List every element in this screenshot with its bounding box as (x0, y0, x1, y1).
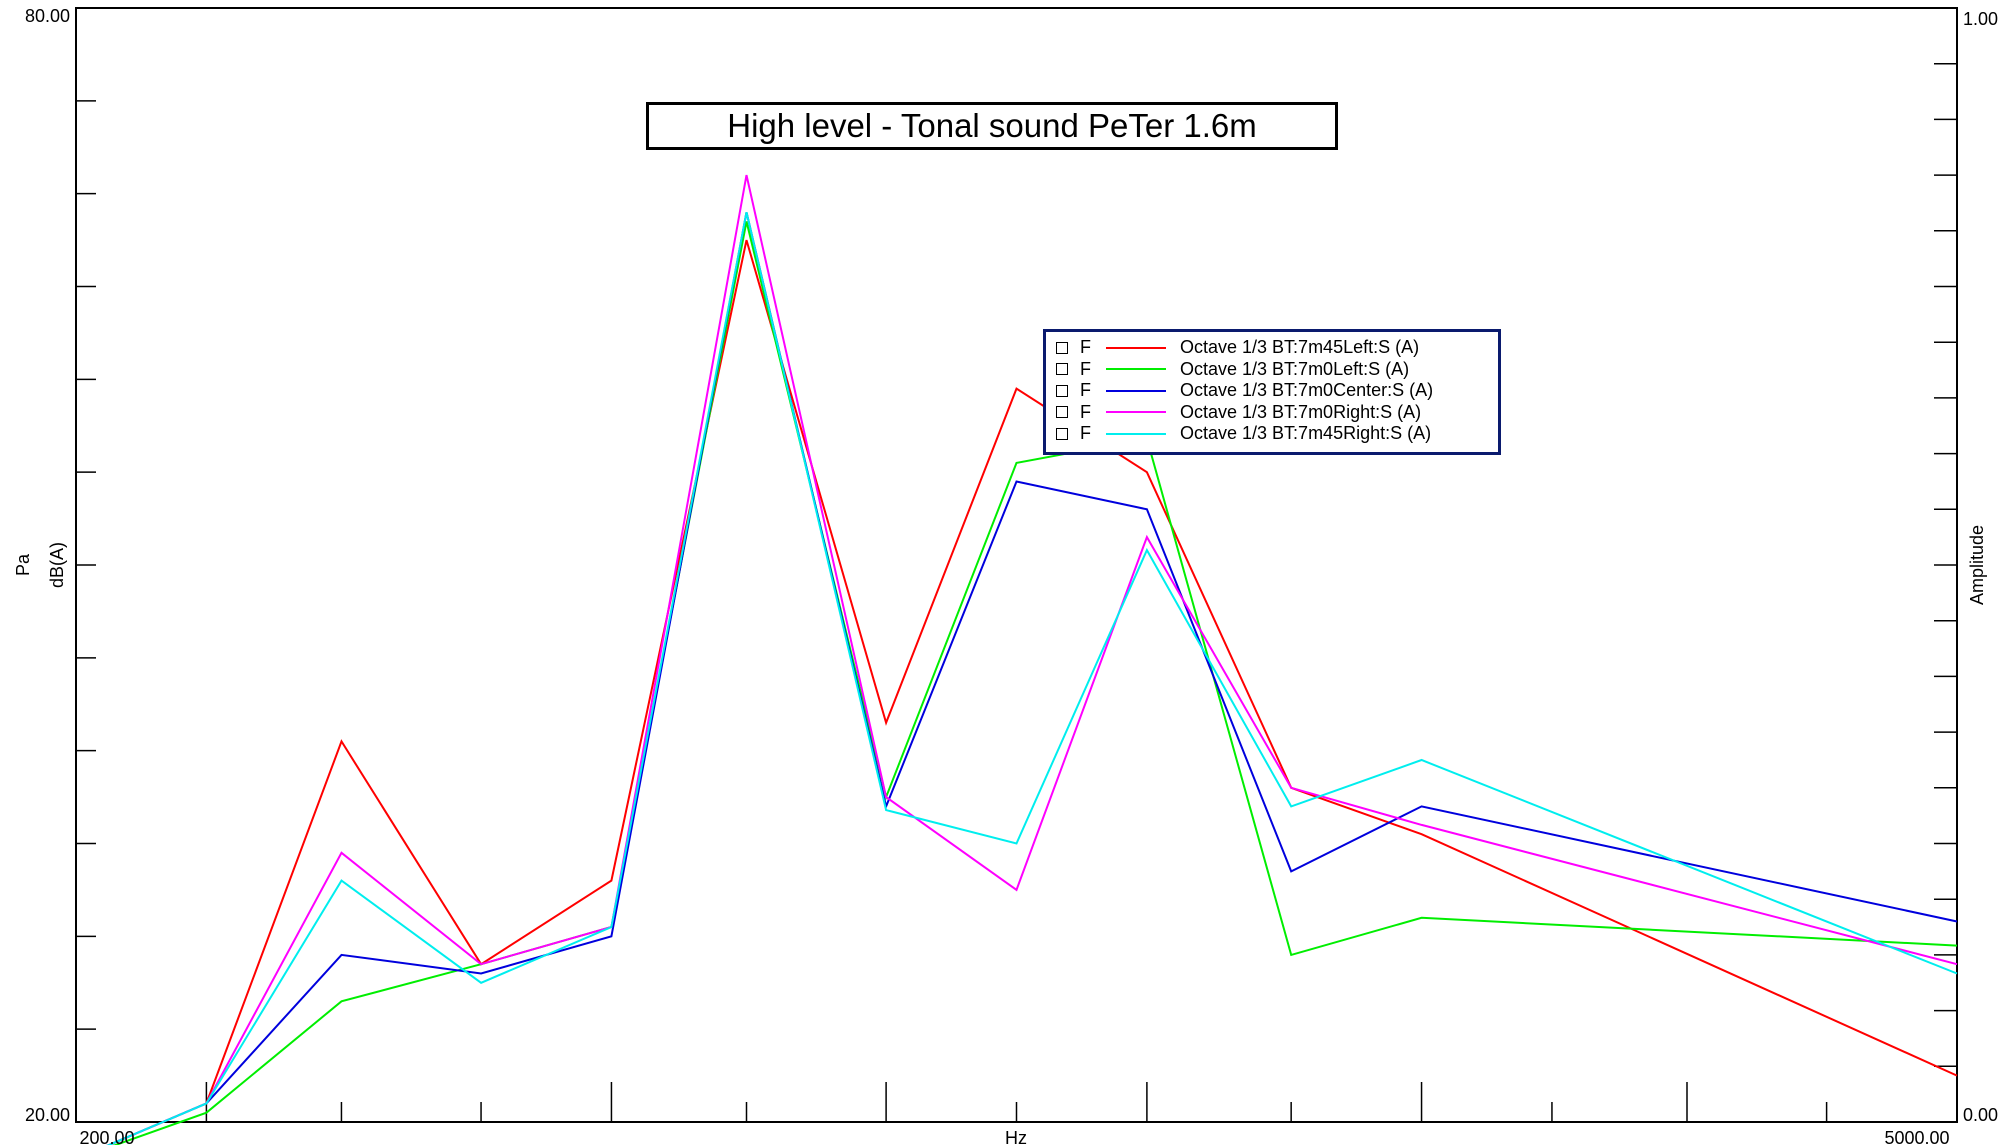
series-line-3 (106, 211, 1958, 1145)
legend-checkbox[interactable] (1056, 384, 1068, 397)
legend-checkbox[interactable] (1056, 406, 1068, 419)
legend-swatch (1106, 346, 1166, 349)
chart-title-box: High level - Tonal sound PeTer 1.6m (646, 102, 1338, 150)
plot-frame (75, 7, 1958, 1123)
legend-label: Octave 1/3 BT:7m0Left:S (A) (1180, 358, 1410, 379)
x-axis-label: Hz (1005, 1128, 1027, 1145)
legend-item: F Octave 1/3 BT:7m45Left:S (A) (1056, 337, 1498, 359)
legend-flag: F (1080, 423, 1091, 444)
legend-flag: F (1080, 380, 1091, 401)
chart-title: High level - Tonal sound PeTer 1.6m (727, 107, 1257, 144)
x-axis-left-tick-label: 200.00 (79, 1128, 134, 1145)
series-layer (106, 174, 1958, 1145)
legend-swatch (1106, 432, 1166, 435)
legend-swatch (1106, 368, 1166, 371)
legend-label: Octave 1/3 BT:7m0Right:S (A) (1180, 401, 1422, 422)
legend-label: Octave 1/3 BT:7m45Left:S (A) (1180, 337, 1420, 358)
y-axis-bottom-tick-label: 20.00 (25, 1105, 70, 1125)
y-axis-inner-label: dB(A) (47, 542, 67, 588)
legend-flag: F (1080, 337, 1091, 358)
legend-swatch (1106, 411, 1166, 414)
legend-item: F Octave 1/3 BT:7m0Right:S (A) (1056, 402, 1498, 424)
series-line-4 (106, 174, 1958, 1145)
series-line-1 (106, 239, 1958, 1145)
y-axis-top-tick-label: 80.00 (25, 6, 70, 26)
y2-axis-bottom-tick-label: 0.00 (1963, 1105, 1998, 1125)
legend-label: Octave 1/3 BT:7m0Center:S (A) (1180, 380, 1434, 401)
legend-item: F Octave 1/3 BT:7m0Left:S (A) (1056, 359, 1498, 381)
right-axis-ticks (1934, 62, 1957, 1068)
x-axis-right-tick-label: 5000.00 (1884, 1128, 1949, 1145)
y2-axis-top-tick-label: 1.00 (1963, 9, 1998, 29)
legend-label: Octave 1/3 BT:7m45Right:S (A) (1180, 423, 1432, 444)
legend-item: F Octave 1/3 BT:7m0Center:S (A) (1056, 380, 1498, 402)
chart-legend: F Octave 1/3 BT:7m45Left:S (A) F Octave … (1043, 329, 1501, 455)
legend-flag: F (1080, 401, 1091, 422)
y2-axis-label: Amplitude (1967, 525, 1987, 605)
left-axis-ticks (76, 100, 96, 1030)
y-axis-outer-label: Pa (13, 553, 33, 576)
legend-checkbox[interactable] (1056, 363, 1068, 376)
legend-checkbox[interactable] (1056, 341, 1068, 354)
legend-checkbox[interactable] (1056, 427, 1068, 440)
bottom-axis-ticks (205, 1082, 1828, 1122)
series-line-5 (106, 211, 1958, 1145)
legend-swatch (1106, 389, 1166, 392)
legend-item: F Octave 1/3 BT:7m45Right:S (A) (1056, 423, 1498, 445)
legend-flag: F (1080, 358, 1091, 379)
series-line-2 (112, 221, 1958, 1145)
